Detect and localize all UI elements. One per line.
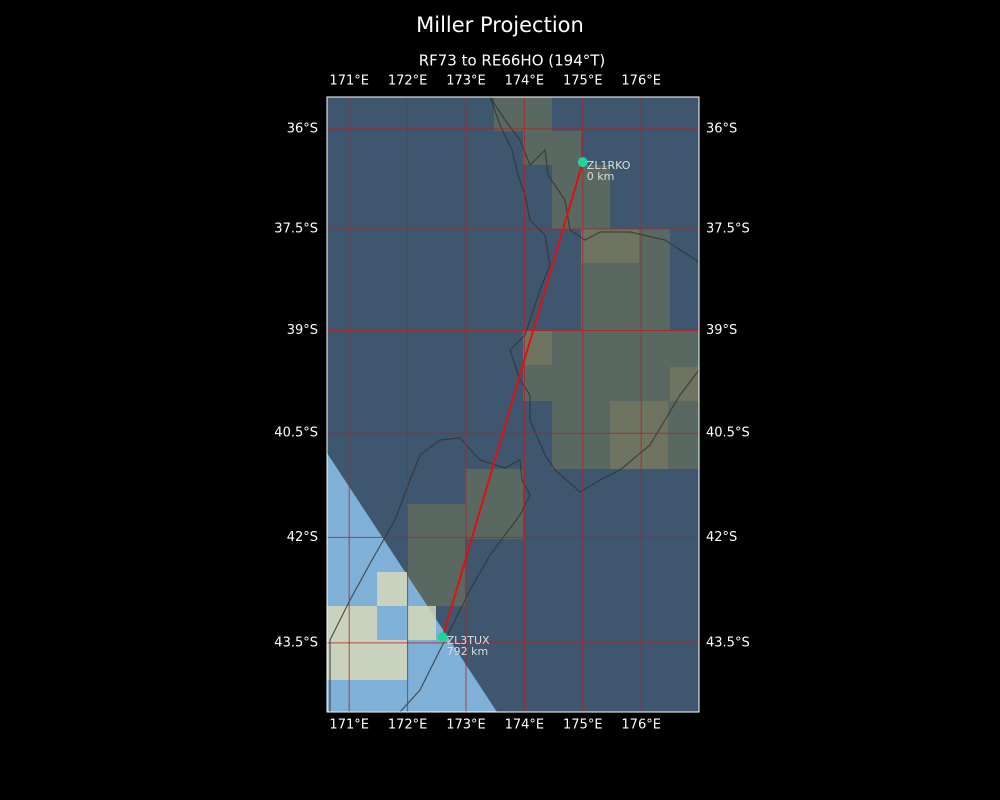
- y-tick-label-left: 40.5°S: [274, 426, 318, 441]
- y-tick-label-left: 42°S: [287, 530, 318, 545]
- y-tick-label-left: 36°S: [287, 121, 318, 136]
- y-tick-label-right: 39°S: [706, 323, 737, 338]
- x-tick-label-top: 173°E: [446, 74, 486, 89]
- x-tick-label-bottom: 176°E: [621, 718, 661, 733]
- x-tick-label-bottom: 173°E: [446, 718, 486, 733]
- y-tick-label-right: 40.5°S: [706, 426, 750, 441]
- map-area: [327, 97, 699, 712]
- dynamic-layer: 171°E 171°E 172°E 172°E 173°E 173°E 174°E 174°E…: [274, 74, 749, 733]
- x-tick-label-top: 175°E: [563, 74, 603, 89]
- x-tick-label-bottom: 174°E: [505, 718, 545, 733]
- land-tiles-light: [523, 229, 699, 469]
- y-tick-label-left: 39°S: [287, 323, 318, 338]
- x-tick-label-top: 172°E: [388, 74, 428, 89]
- y-tick-label-right: 37.5°S: [706, 222, 750, 237]
- x-tick-label-bottom: 175°E: [563, 718, 603, 733]
- south-island-coast: [329, 437, 531, 712]
- x-tick-label-top: 176°E: [621, 74, 661, 89]
- station-marker: [577, 157, 588, 168]
- y-tick-label-right: 42°S: [706, 530, 737, 545]
- x-tick-label-top: 174°E: [505, 74, 545, 89]
- subtitle: RF73 to RE66HO (194°T): [419, 52, 606, 70]
- station-name: ZL1RKO: [587, 159, 631, 172]
- station-distance: 792 km: [447, 645, 489, 658]
- north-island-coast: [489, 97, 699, 493]
- y-tick-label-right: 43.5°S: [706, 635, 750, 650]
- x-tick-label-bottom: 171°E: [329, 718, 369, 733]
- y-tick-label-left: 37.5°S: [274, 222, 318, 237]
- x-tick-label-top: 171°E: [329, 74, 369, 89]
- map-frame: [326, 96, 700, 713]
- y-tick-label-left: 43.5°S: [274, 635, 318, 650]
- station-name: ZL3TUX: [447, 634, 490, 647]
- great-circle-path: [441, 161, 584, 638]
- station-distance: 0 km: [587, 170, 615, 183]
- x-tick-label-bottom: 172°E: [388, 718, 428, 733]
- title: Miller Projection: [416, 13, 584, 37]
- station-marker: [437, 632, 448, 643]
- y-tick-label-right: 36°S: [706, 121, 737, 136]
